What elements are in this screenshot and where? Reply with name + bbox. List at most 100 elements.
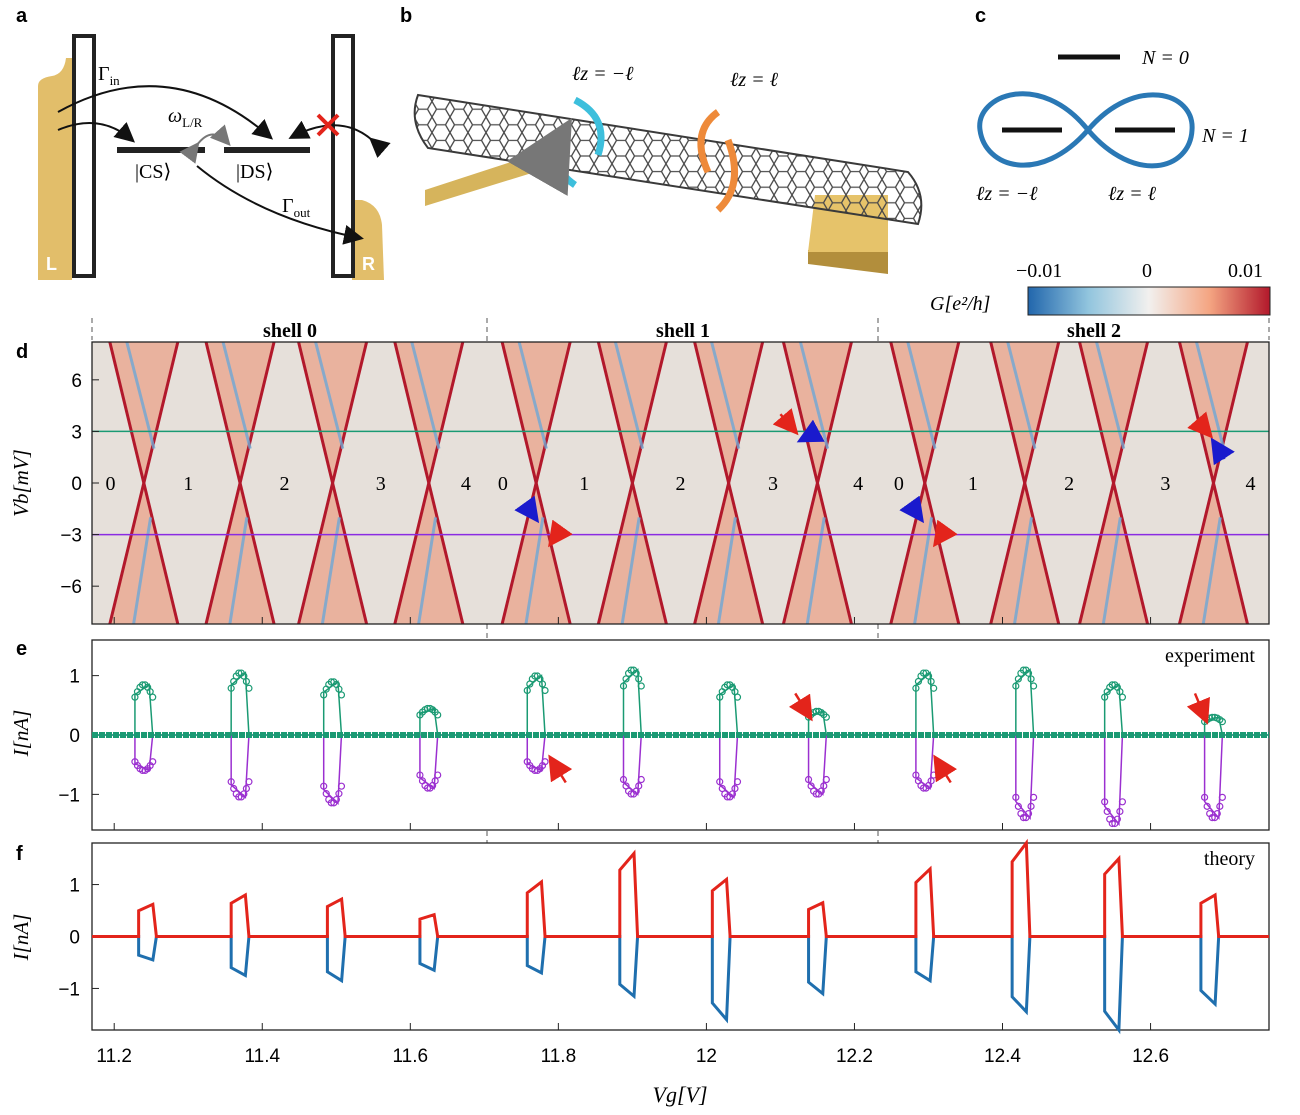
- ds-state-label: |DS⟩: [236, 161, 273, 183]
- ytick-label: 0: [69, 928, 80, 949]
- occupancy-label: 1: [579, 473, 589, 495]
- marker-negative: [1213, 809, 1221, 818]
- marker-positive: [635, 675, 643, 683]
- marker-negative: [1116, 807, 1124, 816]
- omega-arrow: [179, 124, 231, 164]
- marker-negative: [327, 799, 335, 807]
- marker-negative: [716, 778, 724, 786]
- occupancy-label: 4: [1245, 473, 1255, 495]
- marker-positive: [1027, 675, 1035, 683]
- marker-negative: [820, 782, 828, 790]
- ytick-label: −1: [58, 785, 80, 806]
- arrow-lz-minus: [573, 96, 605, 157]
- occupancy-label: 0: [106, 473, 116, 495]
- arrow-lz-plus: [697, 109, 721, 174]
- marker-positive: [619, 682, 628, 690]
- label-c-minus: ℓz = −ℓ: [976, 183, 1038, 205]
- ytick-label-d: 0: [71, 474, 82, 495]
- marker-positive: [337, 691, 346, 699]
- marker-negative: [731, 784, 739, 793]
- label-lz-plus: ℓz = ℓ: [730, 69, 779, 91]
- occupancy-label: 1: [968, 473, 978, 495]
- marker-negative: [335, 790, 343, 798]
- diamond-line-b: [693, 342, 765, 624]
- diamond-line-b: [781, 342, 853, 624]
- annotation-arrow-red: [548, 519, 573, 548]
- ytick-label-d: 6: [71, 371, 82, 392]
- left-barrier: [72, 34, 96, 278]
- occupancy-label: 2: [279, 473, 289, 495]
- xtick-label: 12.2: [836, 1046, 873, 1067]
- marker-negative: [723, 793, 731, 801]
- panel-e-experiment-current: 1 0 −1: [58, 639, 1270, 831]
- marker-negative: [619, 775, 628, 784]
- occupancy-label: 4: [461, 473, 471, 495]
- marker-negative: [337, 782, 346, 790]
- gamma-in-label: Γin: [98, 63, 120, 88]
- lead-left-label: L: [46, 254, 57, 274]
- marker-negative: [1101, 798, 1109, 806]
- colorbar-label: G[e²/h]: [930, 293, 990, 315]
- occupancy-label: 3: [768, 473, 778, 495]
- series-positive-line: [92, 838, 1269, 938]
- ylabel-e: I[nA]: [9, 710, 33, 758]
- occupancy-label: 4: [853, 473, 863, 495]
- marker-negative: [245, 778, 253, 786]
- marker-negative: [416, 771, 424, 779]
- marker-positive: [1029, 682, 1038, 690]
- colorbar-gradient: [1027, 286, 1271, 316]
- marker-positive: [149, 693, 157, 701]
- cs-state-label: |CS⟩: [135, 161, 171, 183]
- right-contact: [808, 250, 888, 274]
- xtick-label: 11.6: [393, 1046, 429, 1067]
- occupancy-label: 0: [894, 473, 904, 495]
- colorbar-tick-neg: −0.01: [1016, 260, 1062, 282]
- label-n0: N = 0: [1141, 47, 1189, 69]
- marker-negative: [1103, 807, 1111, 816]
- marker-negative: [1024, 809, 1033, 818]
- marker-negative: [1108, 819, 1116, 828]
- omega-label: ωL/R: [168, 105, 203, 130]
- marker-negative: [434, 771, 442, 779]
- ytick-label: 1: [69, 667, 80, 688]
- x-axis: 11.2 11.4 11.6 11.8 12 12.2 12.4 12.6: [96, 617, 1169, 1067]
- xtick-label: 12.4: [984, 1046, 1021, 1067]
- gamma-out-label: Γout: [282, 195, 311, 220]
- marker-positive: [1012, 682, 1020, 690]
- marker-negative: [431, 777, 439, 785]
- stability-background: [92, 342, 1269, 624]
- shell-label-1: shell 1: [656, 320, 710, 342]
- annotation-arrow-red: [1187, 411, 1214, 439]
- marker-positive: [627, 666, 635, 674]
- marker-negative: [1208, 814, 1216, 822]
- marker-negative: [1029, 793, 1038, 801]
- marker-positive: [930, 684, 938, 692]
- marker-negative: [242, 784, 250, 793]
- marker-positive: [541, 686, 549, 695]
- diamond-line-b: [596, 342, 668, 624]
- panel-f-theory-current: 1 0 −1: [58, 838, 1270, 1035]
- annotation-arrow-red: [772, 408, 799, 436]
- annotation-arrow-blue: [514, 495, 540, 524]
- xtick-label: 11.4: [244, 1046, 280, 1067]
- annotation-arrow-red: [1186, 692, 1210, 725]
- marker-negative: [1027, 802, 1035, 810]
- marker-positive: [538, 680, 547, 688]
- marker-negative: [1218, 793, 1226, 801]
- arrow-lz-plus-back: [715, 138, 738, 213]
- marker-negative: [1113, 815, 1121, 823]
- occupancy-label: 3: [1160, 473, 1170, 495]
- gamma-in-arrow-cs: [57, 121, 136, 143]
- ytick-label-d: −6: [60, 577, 82, 598]
- occupancy-label: 2: [676, 473, 686, 495]
- nanotube: [413, 93, 923, 226]
- marker-negative: [804, 775, 813, 784]
- blocked-cross-icon: [316, 113, 340, 137]
- ytick-label-d: −3: [60, 526, 82, 547]
- label-n1: N = 1: [1201, 125, 1249, 147]
- diamond-line-b: [297, 342, 369, 624]
- xtick-label: 11.8: [541, 1046, 577, 1067]
- marker-positive: [320, 691, 328, 699]
- panel-label-a: a: [16, 5, 28, 27]
- marker-positive: [1019, 666, 1028, 674]
